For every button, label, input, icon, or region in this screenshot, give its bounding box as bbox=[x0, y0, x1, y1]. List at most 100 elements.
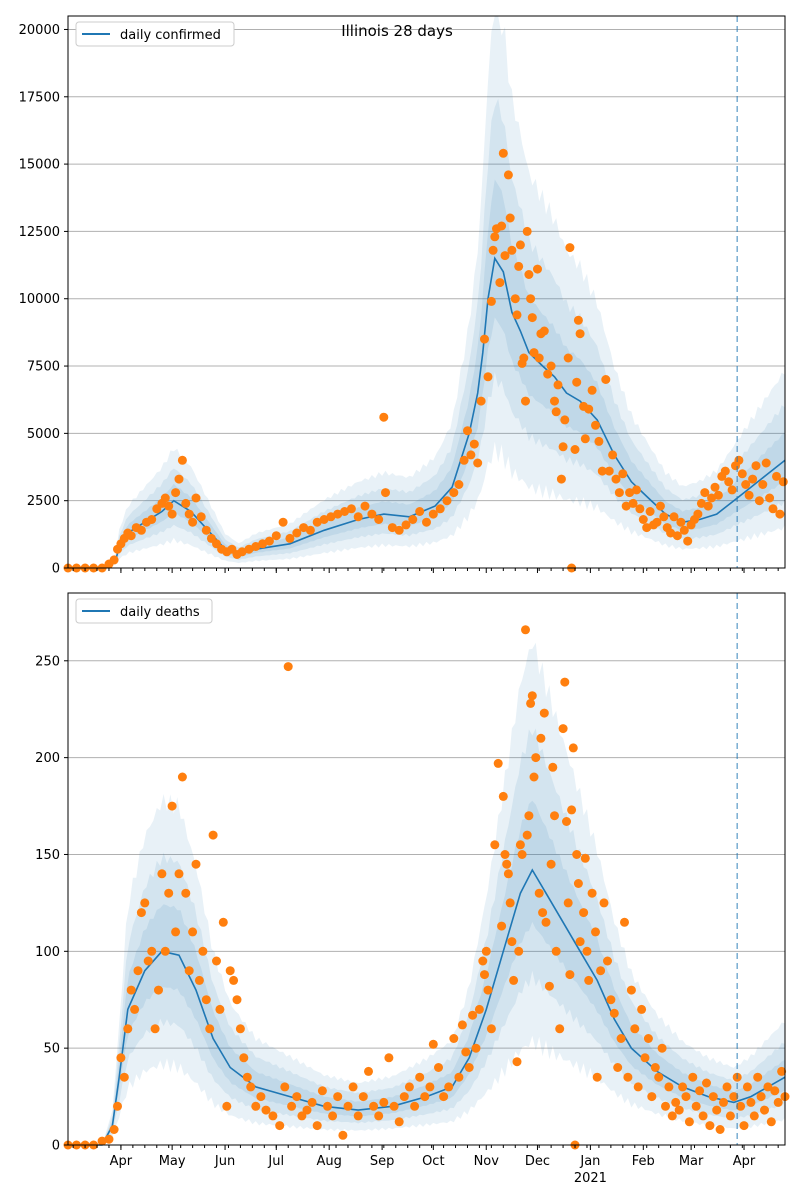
confirmed-point bbox=[751, 461, 761, 471]
deaths-point bbox=[546, 859, 556, 869]
deaths-point bbox=[353, 1111, 363, 1121]
deaths-point bbox=[684, 1117, 694, 1127]
confirmed-point bbox=[754, 496, 764, 506]
deaths-point bbox=[527, 691, 537, 701]
deaths-point bbox=[603, 956, 612, 966]
deaths-point bbox=[222, 1101, 232, 1111]
confirmed-point bbox=[454, 480, 464, 489]
confirmed-point bbox=[244, 544, 254, 554]
deaths-point bbox=[497, 921, 507, 931]
deaths-point bbox=[599, 898, 609, 908]
confirmed-point bbox=[608, 450, 618, 460]
confirmed-axes-frame bbox=[67, 15, 786, 569]
confirmed-point bbox=[778, 477, 788, 487]
confirmed-y-tick-label: 20000 bbox=[19, 23, 60, 38]
deaths-point bbox=[317, 1086, 327, 1096]
confirmed-point bbox=[305, 525, 315, 535]
deaths-point bbox=[136, 908, 146, 918]
deaths-point bbox=[606, 995, 616, 1005]
deaths-point bbox=[246, 1082, 256, 1092]
deaths-point bbox=[739, 1121, 749, 1131]
deaths-point bbox=[410, 1101, 420, 1111]
deaths-point bbox=[287, 1101, 297, 1111]
deaths-point bbox=[208, 830, 218, 840]
confirmed-point bbox=[679, 525, 689, 535]
deaths-point bbox=[749, 1111, 759, 1121]
deaths-point bbox=[688, 1072, 698, 1082]
deaths-point bbox=[171, 927, 181, 937]
deaths-point bbox=[753, 1072, 763, 1082]
deaths-point bbox=[143, 956, 153, 966]
deaths-point bbox=[261, 1105, 271, 1115]
deaths-point bbox=[384, 1053, 394, 1063]
deaths-point bbox=[449, 1034, 459, 1043]
confirmed-point bbox=[632, 485, 641, 495]
x-tick-label: May bbox=[159, 1154, 186, 1169]
confirmed-point bbox=[573, 315, 583, 325]
deaths-point bbox=[647, 1092, 657, 1102]
deaths-point bbox=[439, 1092, 449, 1102]
confirmed-point bbox=[758, 480, 768, 489]
confirmed-point bbox=[563, 353, 573, 363]
confirmed-point bbox=[652, 517, 662, 527]
confirmed-point bbox=[387, 523, 397, 533]
deaths-point bbox=[188, 927, 198, 937]
confirmed-point bbox=[510, 294, 520, 304]
deaths-point bbox=[584, 975, 594, 985]
confirmed-point bbox=[553, 380, 563, 390]
confirmed-point bbox=[526, 294, 536, 304]
deaths-point bbox=[490, 840, 500, 850]
confirmed-y-tick-label: 12500 bbox=[19, 225, 60, 240]
deaths-point bbox=[531, 753, 541, 763]
deaths-point bbox=[538, 908, 548, 918]
x-tick-label: Jul bbox=[267, 1154, 284, 1169]
confirmed-point bbox=[512, 310, 522, 320]
confirmed-y-tick-label: 0 bbox=[52, 562, 60, 577]
x-tick-label: Apr bbox=[733, 1154, 756, 1169]
x-year-label: 2021 bbox=[574, 1171, 607, 1186]
confirmed-point bbox=[360, 501, 370, 511]
confirmed-point bbox=[196, 512, 206, 522]
confirmed-point bbox=[524, 270, 534, 279]
deaths-point bbox=[567, 805, 577, 815]
deaths-point bbox=[637, 1004, 647, 1014]
confirmed-point bbox=[645, 507, 655, 516]
deaths-point bbox=[609, 1008, 619, 1018]
deaths-point bbox=[579, 908, 589, 918]
deaths-point bbox=[550, 811, 559, 821]
confirmed-point bbox=[164, 501, 174, 511]
confirmed-point bbox=[707, 493, 717, 503]
deaths-point bbox=[297, 1111, 307, 1121]
confirmed-point bbox=[514, 261, 524, 271]
deaths-point bbox=[746, 1097, 756, 1107]
confirmed-point bbox=[724, 477, 734, 487]
deaths-point bbox=[502, 859, 512, 869]
deaths-point bbox=[256, 1092, 266, 1102]
confirmed-point bbox=[551, 407, 561, 417]
confirmed-points bbox=[63, 148, 788, 573]
deaths-point bbox=[592, 1072, 602, 1082]
confirmed-point bbox=[565, 243, 575, 253]
confirmed-point bbox=[575, 329, 585, 339]
deaths-legend-label: daily deaths bbox=[120, 605, 200, 620]
confirmed-point bbox=[744, 490, 754, 500]
confirmed-point bbox=[428, 509, 438, 519]
deaths-point bbox=[292, 1092, 302, 1102]
confirmed-point bbox=[340, 507, 350, 516]
deaths-point bbox=[756, 1092, 766, 1102]
deaths-point bbox=[674, 1105, 684, 1115]
deaths-point bbox=[420, 1092, 430, 1102]
deaths-point bbox=[461, 1047, 471, 1057]
confirmed-point bbox=[611, 474, 621, 484]
deaths-point bbox=[160, 946, 170, 956]
confirmed-point bbox=[594, 436, 604, 446]
deaths-point bbox=[503, 869, 513, 879]
deaths-legend: daily deaths bbox=[75, 598, 213, 624]
confirmed-point bbox=[768, 504, 778, 514]
confirmed-point bbox=[449, 488, 459, 498]
deaths-points bbox=[63, 625, 790, 1150]
confirmed-point bbox=[174, 474, 184, 484]
confirmed-point bbox=[638, 515, 648, 524]
deaths-point bbox=[154, 985, 163, 995]
